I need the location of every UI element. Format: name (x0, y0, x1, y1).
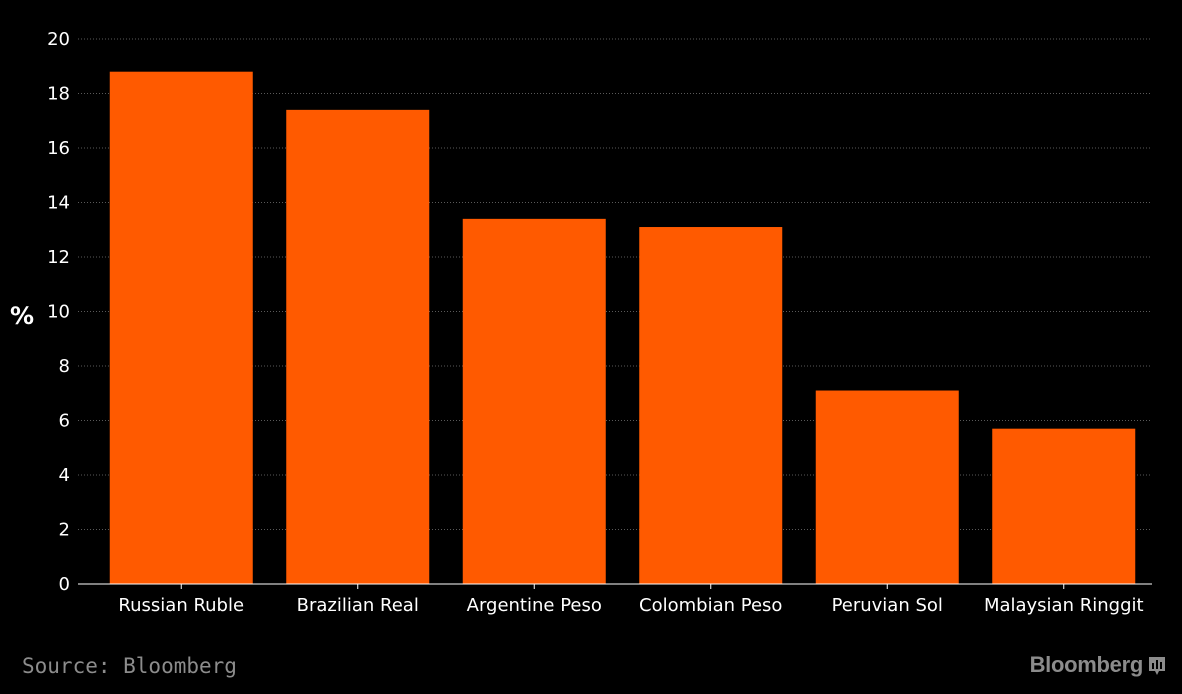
x-axis-ticks: Russian Ruble Brazilian Real Argentine Pes… (118, 584, 1144, 616)
brand-name: Bloomberg (1029, 652, 1144, 677)
source-note: Source: Bloomberg (22, 654, 237, 678)
y-tick-label: 6 (59, 411, 70, 432)
gridlines (78, 38, 1152, 530)
y-tick-label: 10 (47, 302, 70, 323)
y-tick-label: 4 (59, 465, 70, 486)
y-tick-label: 12 (47, 247, 70, 268)
y-tick-label: 14 (47, 193, 70, 214)
x-tick-label: Malaysian Ringgit (984, 595, 1144, 616)
y-axis-label: % (10, 302, 34, 330)
y-tick-label: 18 (47, 84, 70, 105)
bloomberg-chart-icon (1149, 657, 1165, 675)
y-tick-label: 0 (59, 574, 70, 595)
bar-malaysian-ringgit (992, 428, 1136, 584)
x-tick-label: Brazilian Real (297, 595, 419, 616)
y-tick-label: 16 (47, 138, 70, 159)
x-tick-label: Argentine Peso (467, 595, 602, 616)
x-tick-label: Russian Ruble (118, 595, 244, 616)
bar-peruvian-sol (815, 390, 959, 584)
y-tick-label: 8 (59, 356, 70, 377)
y-tick-label: 20 (47, 29, 70, 50)
bar-colombian-peso (639, 227, 783, 584)
y-tick-label: 2 (59, 520, 70, 541)
brand-logo: Bloomberg (1030, 652, 1166, 678)
bar-brazilian-real (286, 109, 430, 584)
bar-russian-ruble (109, 71, 253, 584)
y-axis-ticks: 0 2 4 6 8 10 12 14 16 18 20 (47, 29, 70, 595)
bar-argentine-peso (462, 218, 606, 584)
bars (109, 71, 1136, 584)
x-tick-label: Peruvian Sol (832, 595, 943, 616)
x-tick-label: Colombian Peso (639, 595, 782, 616)
